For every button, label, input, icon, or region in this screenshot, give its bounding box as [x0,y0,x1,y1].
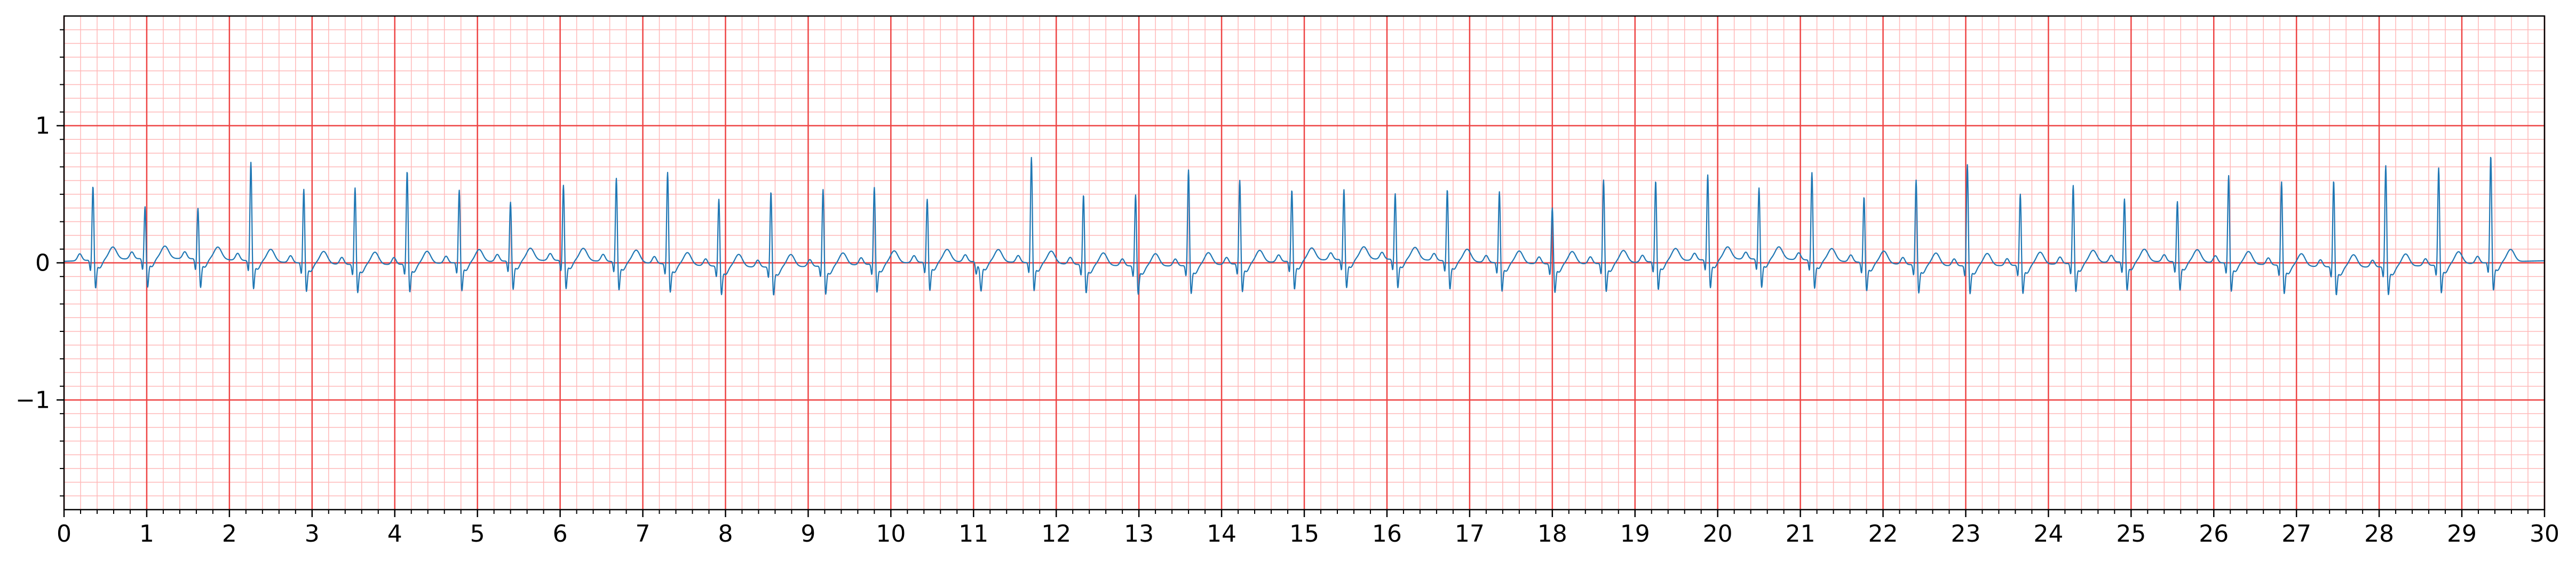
y-tick-label: −1 [15,386,50,414]
ticks-layer [57,29,2546,517]
x-tick-label: 15 [1289,520,1319,548]
x-tick-label: 20 [1703,520,1733,548]
x-tick-label: 3 [305,520,320,548]
tick-labels: 0 1 2 3 4 5 6 7 8 9 10 11 12 13 14 15 16 17 18 19 20 21 22 23 24… [15,113,2559,548]
x-tick-label: 2 [222,520,237,548]
x-tick-label: 21 [1786,520,1816,548]
x-tick-label: 12 [1041,520,1071,548]
x-tick-label: 26 [2199,520,2229,548]
x-tick-label: 7 [636,520,651,548]
x-tick-label: 10 [876,520,906,548]
x-tick-label: 5 [470,520,485,548]
x-tick-label: 13 [1124,520,1154,548]
x-tick-label: 25 [2116,520,2146,548]
x-tick-label: 1 [139,520,154,548]
x-tick-label: 4 [387,520,402,548]
signal-layer [64,156,2545,296]
x-tick-label: 27 [2281,520,2311,548]
x-tick-label: 23 [1951,520,1980,548]
x-tick-label: 14 [1207,520,1237,548]
x-tick-label: 22 [1868,520,1898,548]
x-tick-label: 18 [1537,520,1567,548]
x-tick-label: 0 [57,520,72,548]
x-tick-label: 8 [718,520,733,548]
x-tick-label: 28 [2364,520,2394,548]
x-tick-label: 6 [553,520,568,548]
y-tick-label: 1 [35,113,50,140]
x-tick-label: 19 [1620,520,1650,548]
x-tick-label: 16 [1372,520,1402,548]
y-tick-label: 0 [35,250,50,277]
x-tick-label: 29 [2447,520,2477,548]
x-tick-label: 17 [1455,520,1485,548]
ecg-signal-line [64,156,2545,296]
x-tick-label: 11 [958,520,988,548]
x-tick-label: 9 [800,520,815,548]
x-tick-label: 24 [2033,520,2063,548]
x-tick-label: 30 [2530,520,2559,548]
